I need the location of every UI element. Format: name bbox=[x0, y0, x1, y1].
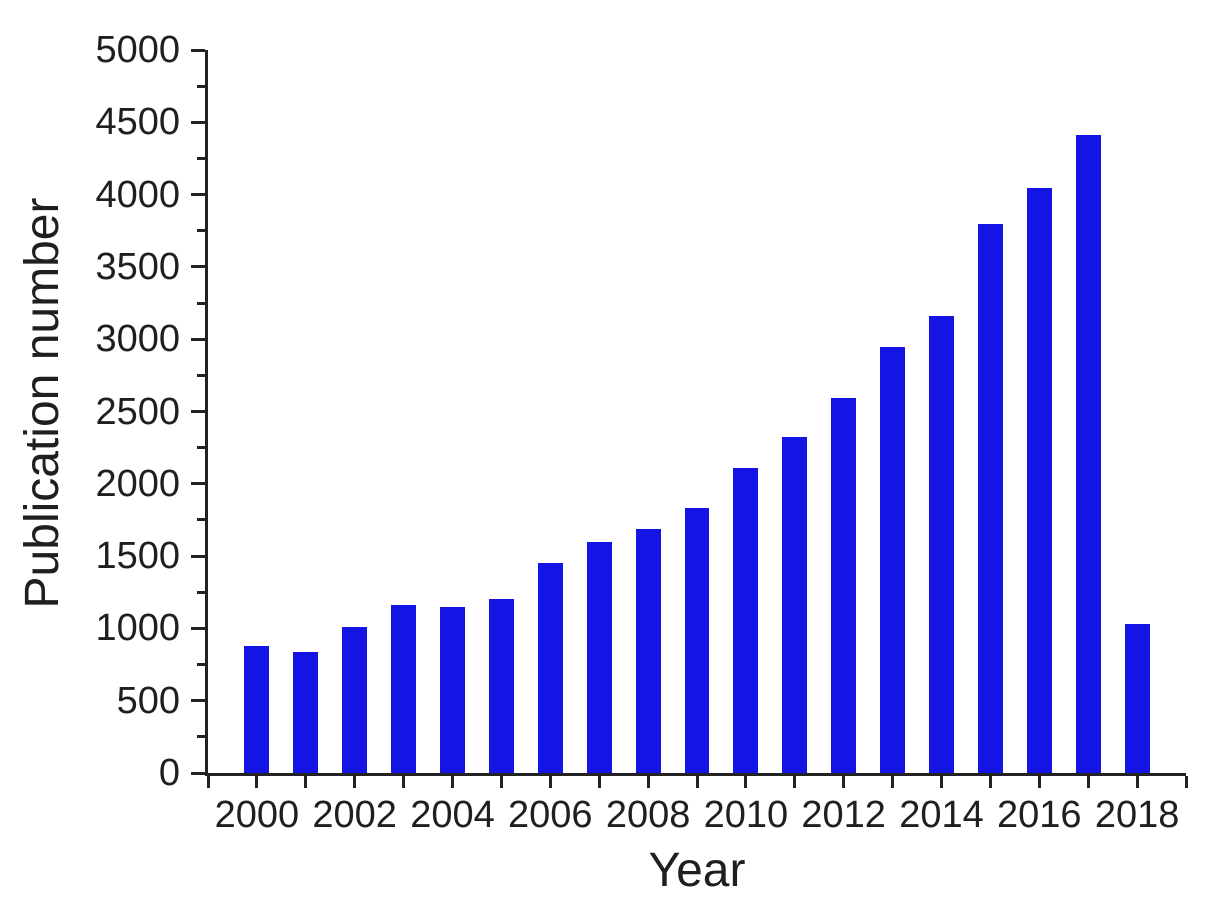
y-tick-label: 3000 bbox=[95, 318, 180, 361]
x-tick-label: 2000 bbox=[214, 794, 300, 836]
y-minor-tick bbox=[197, 373, 205, 377]
y-major-tick bbox=[191, 626, 205, 630]
x-tick-label: 2008 bbox=[605, 794, 691, 836]
x-tick bbox=[499, 776, 503, 788]
x-tick-label: 2002 bbox=[312, 794, 397, 836]
x-tick bbox=[206, 776, 210, 788]
x-tick-label: 2012 bbox=[801, 794, 886, 836]
y-minor-tick bbox=[197, 446, 205, 450]
x-tick-label: 2010 bbox=[703, 794, 789, 836]
x-tick bbox=[891, 776, 895, 788]
bar-2001 bbox=[293, 651, 319, 773]
x-tick bbox=[1135, 776, 1139, 788]
x-tick-label: 2006 bbox=[508, 794, 593, 836]
x-tick bbox=[988, 776, 992, 788]
bar-2007 bbox=[586, 541, 612, 773]
bar-2006 bbox=[537, 563, 563, 773]
y-major-tick bbox=[191, 554, 205, 558]
x-tick bbox=[1037, 776, 1041, 788]
y-minor-tick bbox=[197, 735, 205, 739]
x-tick bbox=[1086, 776, 1090, 788]
y-minor-tick bbox=[197, 590, 205, 594]
bar-2012 bbox=[831, 397, 857, 773]
bar-2010 bbox=[733, 467, 759, 773]
x-axis-title: Year bbox=[648, 844, 746, 897]
y-tick-label: 2500 bbox=[95, 390, 180, 433]
x-tick bbox=[548, 776, 552, 788]
x-tick-label: 2018 bbox=[1094, 794, 1180, 836]
bar-2000 bbox=[244, 646, 270, 773]
bar-2015 bbox=[977, 223, 1003, 773]
y-major-tick bbox=[191, 482, 205, 486]
y-tick-label: 500 bbox=[116, 679, 180, 722]
x-tick bbox=[842, 776, 846, 788]
x-tick bbox=[646, 776, 650, 788]
bar-2011 bbox=[782, 436, 808, 773]
y-tick-label: 3500 bbox=[95, 245, 180, 288]
x-tick bbox=[940, 776, 943, 788]
x-tick-label: 2004 bbox=[410, 794, 495, 836]
bar-2009 bbox=[684, 508, 710, 773]
y-major-tick bbox=[191, 120, 205, 124]
y-tick-label: 0 bbox=[158, 752, 180, 794]
y-minor-tick bbox=[197, 156, 205, 160]
bar-2016 bbox=[1026, 188, 1052, 773]
y-minor-tick bbox=[197, 229, 205, 233]
bar-2013 bbox=[880, 347, 906, 773]
x-tick bbox=[793, 776, 797, 788]
y-major-tick bbox=[191, 699, 205, 703]
bar-2004 bbox=[440, 606, 465, 773]
bar-2005 bbox=[488, 598, 514, 773]
x-tick-label: 2016 bbox=[997, 794, 1082, 836]
bar-2014 bbox=[929, 316, 954, 773]
x-tick bbox=[451, 776, 454, 788]
y-tick-label: 5000 bbox=[95, 29, 180, 71]
y-tick-label: 4000 bbox=[95, 173, 180, 216]
y-tick-label: 1500 bbox=[95, 535, 180, 578]
x-tick bbox=[353, 776, 357, 788]
x-tick bbox=[1184, 776, 1188, 788]
x-tick bbox=[255, 776, 259, 788]
y-minor-tick bbox=[197, 663, 205, 667]
plot-area: 0 500 1000 1500 2000 2500 3000 3500 4000 4500 5000… bbox=[95, 31, 1188, 834]
y-major-tick bbox=[191, 337, 205, 341]
x-tick bbox=[744, 776, 748, 788]
x-tick-label: 2014 bbox=[899, 794, 984, 836]
x-tick bbox=[402, 776, 406, 788]
bar-2017 bbox=[1075, 135, 1101, 773]
y-tick-label: 4500 bbox=[95, 101, 180, 144]
bar-2003 bbox=[391, 605, 417, 773]
bar-2018 bbox=[1124, 624, 1150, 773]
x-tick bbox=[695, 776, 699, 788]
y-major-tick bbox=[191, 410, 205, 413]
x-tick bbox=[304, 776, 308, 788]
y-minor-tick bbox=[197, 518, 205, 522]
y-major-tick bbox=[191, 265, 205, 269]
y-minor-tick bbox=[197, 301, 205, 305]
bar-2008 bbox=[635, 529, 661, 773]
bar-2002 bbox=[342, 626, 368, 773]
y-tick-label: 1000 bbox=[95, 607, 180, 650]
y-major-tick bbox=[191, 48, 205, 52]
y-minor-tick bbox=[197, 84, 205, 88]
y-tick-label: 2000 bbox=[95, 462, 180, 505]
x-tick bbox=[597, 776, 601, 788]
y-major-tick bbox=[191, 771, 205, 775]
y-major-tick bbox=[191, 193, 205, 197]
